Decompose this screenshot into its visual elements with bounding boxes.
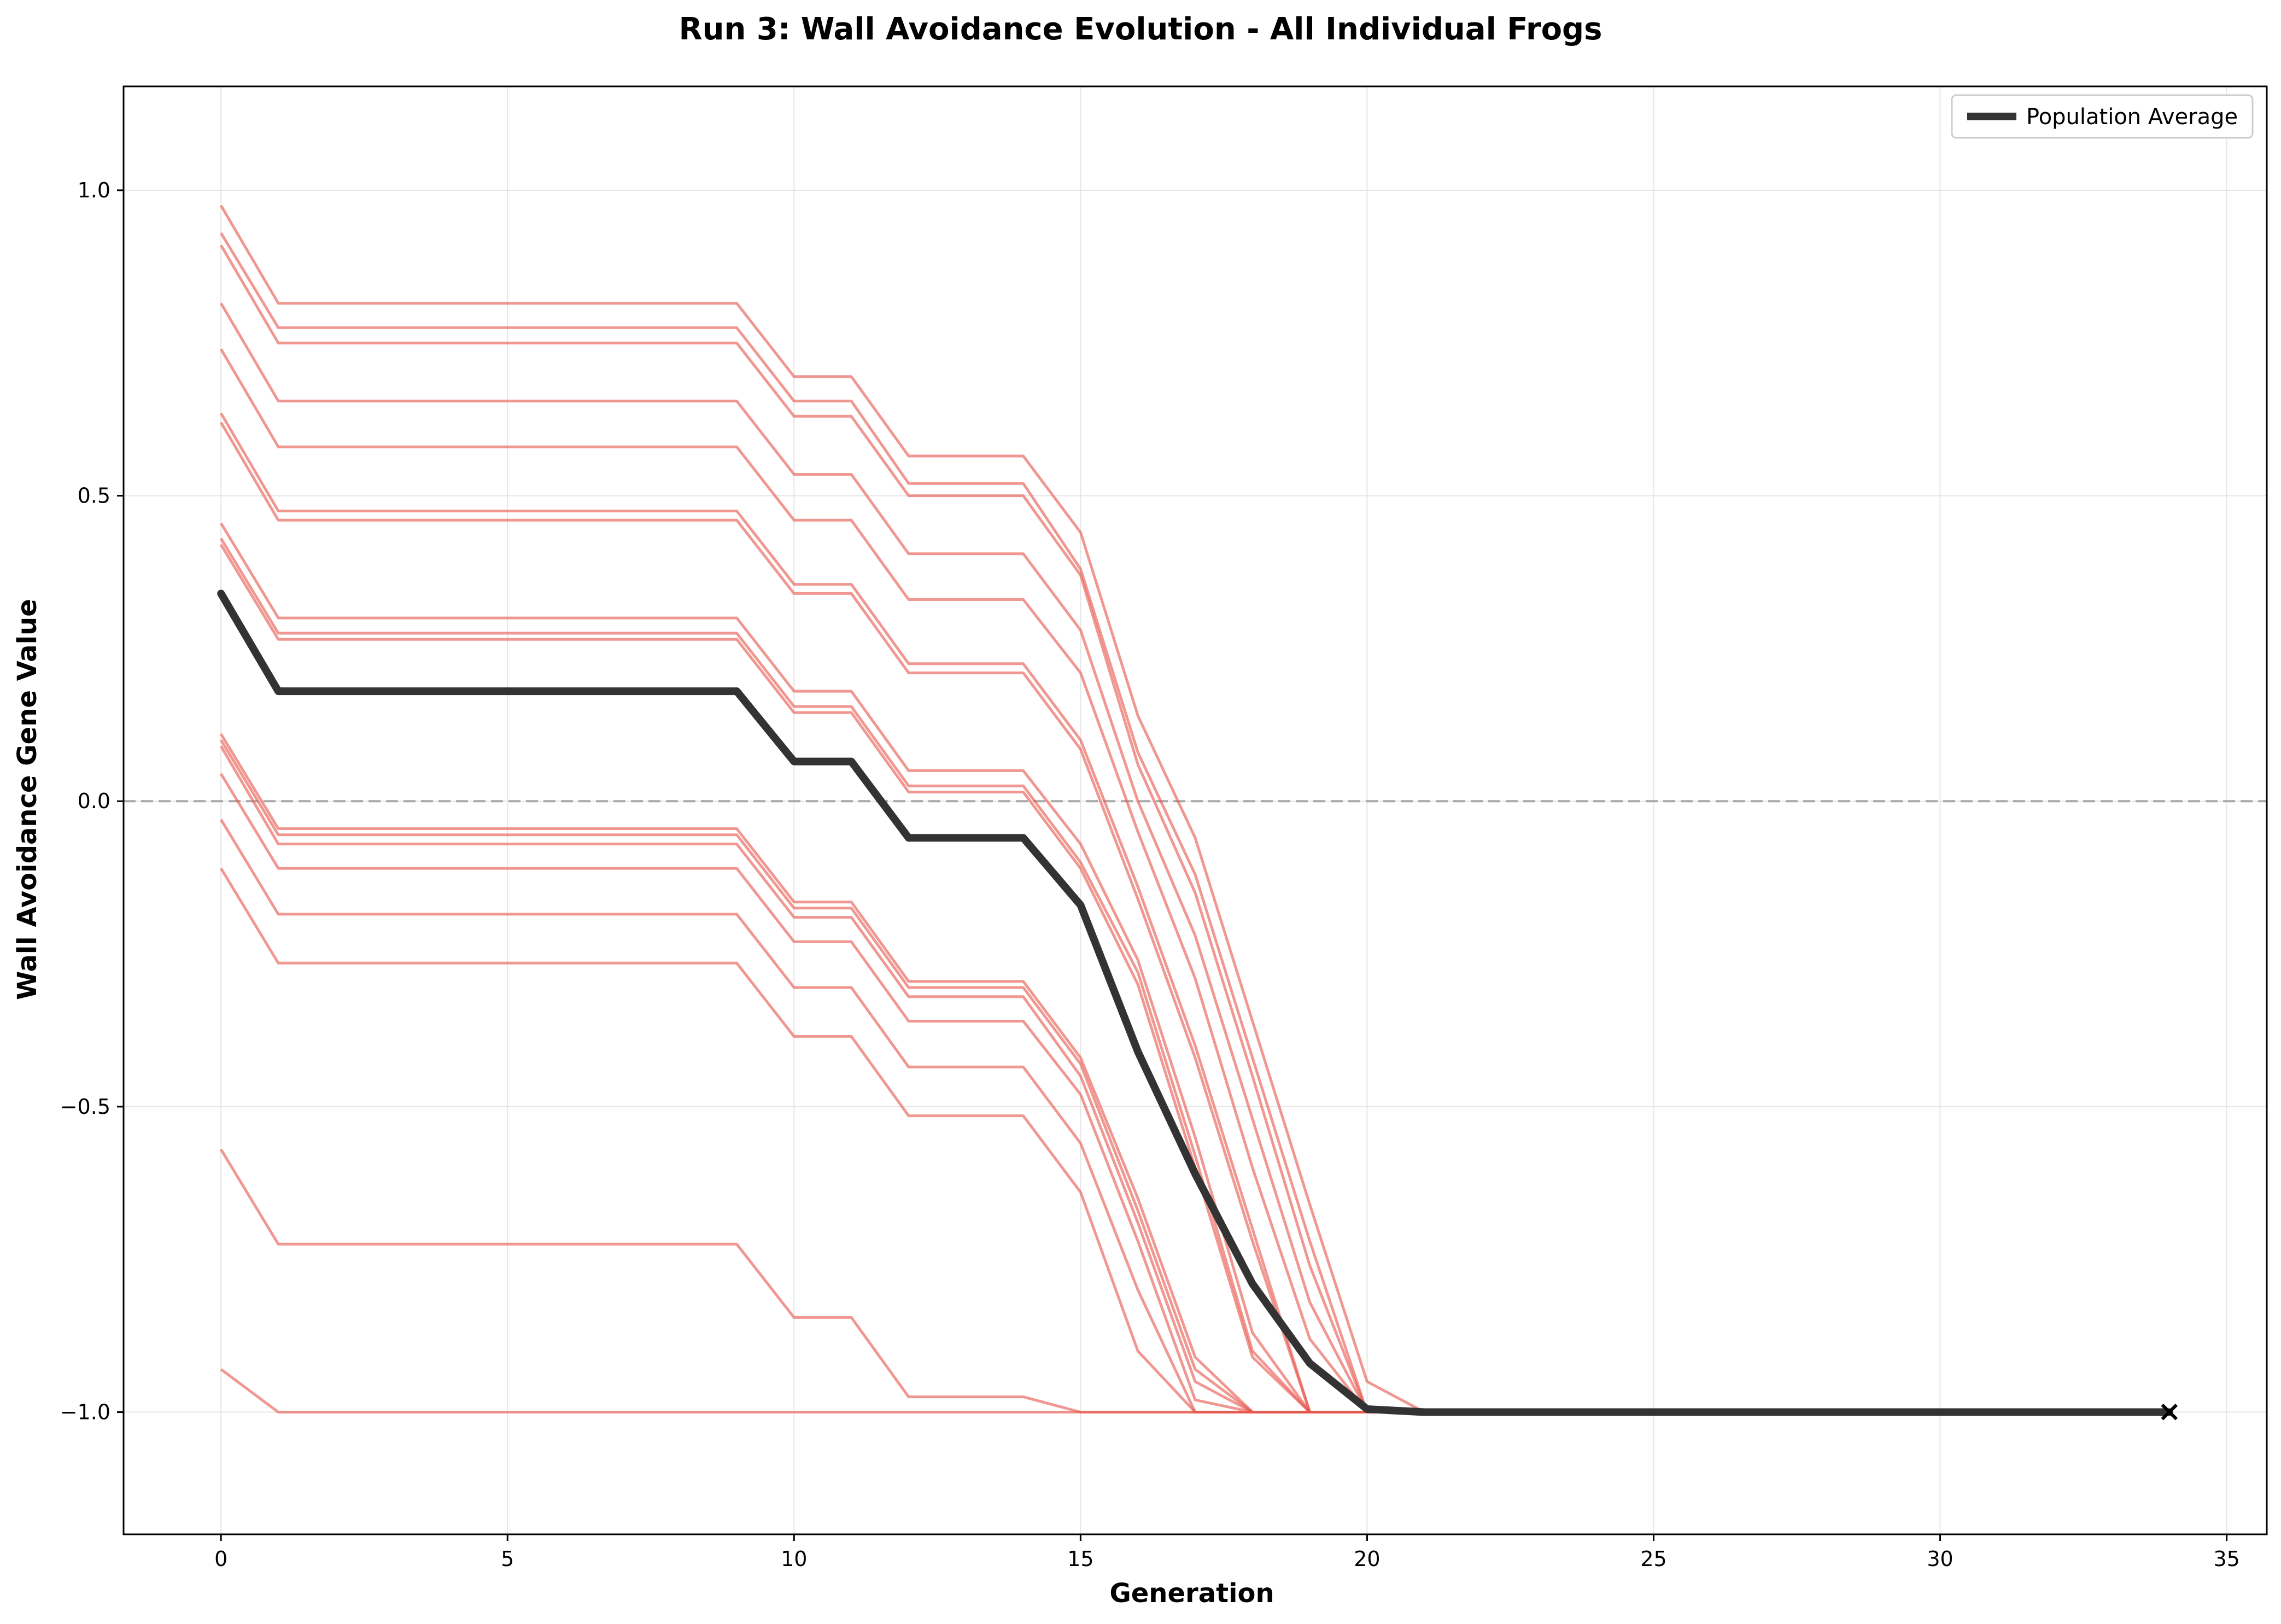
y-tick-label: 0.0: [78, 789, 110, 813]
x-tick-label: 20: [1354, 1547, 1380, 1571]
y-axis-title: Wall Avoidance Gene Value: [12, 599, 43, 1000]
final-generation-marker: ×: [2157, 1395, 2181, 1428]
x-tick-label: 30: [1927, 1547, 1953, 1571]
legend-box: [1951, 94, 2254, 139]
x-tick-label: 10: [781, 1547, 807, 1571]
y-tick-label: 1.0: [78, 178, 110, 202]
y-tick-label: −0.5: [60, 1095, 110, 1119]
x-tick-label: 5: [501, 1547, 514, 1571]
x-tick-label: 0: [214, 1547, 227, 1571]
chart-title: Run 3: Wall Avoidance Evolution - All In…: [679, 11, 1602, 47]
legend-label-average: Population Average: [2026, 104, 2238, 130]
x-tick-label: 25: [1640, 1547, 1666, 1571]
population-average-line: [217, 589, 2173, 1416]
x-tick-label: 35: [2213, 1547, 2239, 1571]
y-tick-label: −1.0: [60, 1400, 110, 1424]
y-tick-label: 0.5: [78, 484, 110, 508]
marker-layer: ×: [2157, 1395, 2181, 1428]
plot-frame: [122, 85, 2268, 1535]
legend: Population Average: [1951, 94, 2254, 139]
x-axis-title: Generation: [1109, 1578, 1274, 1609]
average-layer: [217, 589, 2173, 1416]
tick-layer: 0 5 10 15 20 25 30 35 −1.0 −0.5 0.0 0.5 1.0: [60, 178, 2240, 1571]
x-tick-label: 15: [1067, 1547, 1093, 1571]
